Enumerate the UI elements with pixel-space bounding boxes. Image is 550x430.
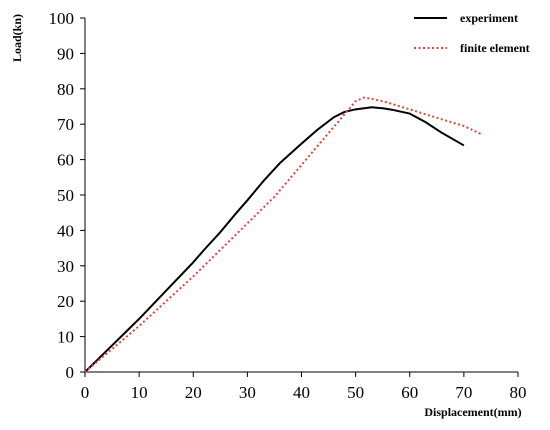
y-ticks: 0 10 20 30 40 50 60 70 80 90 100 — [49, 9, 85, 382]
plot-area: 0 10 20 30 40 50 60 70 80 0 10 20 30 40 50 60 70 80 90 100 — [49, 9, 527, 402]
y-tick-label: 100 — [49, 9, 75, 28]
legend-label-experiment: experiment — [460, 11, 518, 25]
x-tick-label: 10 — [131, 383, 148, 402]
y-tick-label: 70 — [57, 115, 74, 134]
x-tick-label: 20 — [185, 383, 202, 402]
x-tick-label: 60 — [401, 383, 418, 402]
x-tick-label: 40 — [293, 383, 310, 402]
x-tick-label: 70 — [455, 383, 472, 402]
y-tick-label: 40 — [57, 221, 74, 240]
y-tick-label: 60 — [57, 151, 74, 170]
series-line-finite-element — [84, 96, 484, 373]
y-axis-label: Load(kn) — [10, 14, 24, 62]
y-tick-label: 80 — [57, 80, 74, 99]
x-tick-label: 80 — [510, 383, 527, 402]
series-line-experiment — [84, 106, 465, 373]
x-ticks: 0 10 20 30 40 50 60 70 80 — [81, 372, 527, 402]
x-tick-label: 50 — [347, 383, 364, 402]
legend: experiment finite element — [414, 11, 530, 55]
legend-label-finite-element: finite element — [460, 41, 530, 55]
x-tick-label: 0 — [81, 383, 90, 402]
y-tick-label: 50 — [57, 186, 74, 205]
y-tick-label: 0 — [66, 363, 75, 382]
y-tick-label: 30 — [57, 257, 74, 276]
series-group — [84, 96, 484, 373]
y-tick-label: 20 — [57, 292, 74, 311]
x-tick-label: 30 — [239, 383, 256, 402]
x-axis-label: Displacement(mm) — [424, 405, 521, 419]
y-tick-label: 10 — [57, 328, 74, 347]
y-tick-label: 90 — [57, 44, 74, 63]
